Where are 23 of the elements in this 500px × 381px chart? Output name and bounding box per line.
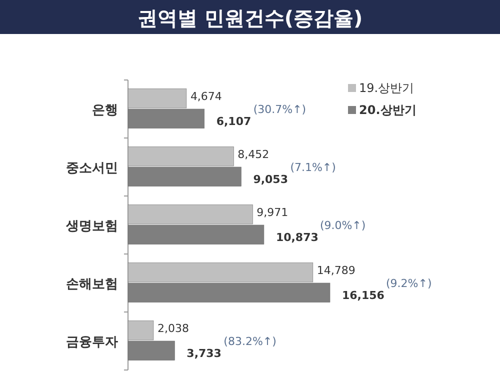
data-label: 6,107 [216, 115, 252, 128]
data-label: 14,789 [316, 264, 356, 277]
annotation: (83.2%↑) [224, 335, 276, 348]
annotation: (9.0%↑) [320, 219, 366, 232]
y-tick-label: 은행 [92, 103, 118, 118]
annotation: (7.1%↑) [290, 161, 336, 174]
legend-label: 19.상반기 [359, 81, 414, 95]
data-label: 16,156 [342, 289, 385, 302]
y-tick-label: 손해보험 [66, 277, 118, 292]
legend-label: 20.상반기 [359, 103, 416, 117]
data-label: 9,971 [256, 206, 288, 219]
data-label: 10,873 [276, 231, 318, 244]
annotation: (30.7%↑) [253, 103, 306, 116]
y-tick-label: 생명보험 [65, 219, 118, 234]
data-label: 4,674 [190, 90, 222, 103]
chart-title: 권역별 민원건수(증감율) [137, 6, 363, 30]
data-label: 2,038 [157, 322, 189, 335]
y-tick-label: 금융투자 [66, 335, 118, 350]
data-label: 3,733 [186, 347, 222, 360]
y-tick-label: 중소서민 [66, 161, 118, 176]
data-label: 9,053 [253, 173, 288, 186]
data-label: 8,452 [238, 148, 270, 161]
text: (9.2%↑) [386, 277, 432, 290]
